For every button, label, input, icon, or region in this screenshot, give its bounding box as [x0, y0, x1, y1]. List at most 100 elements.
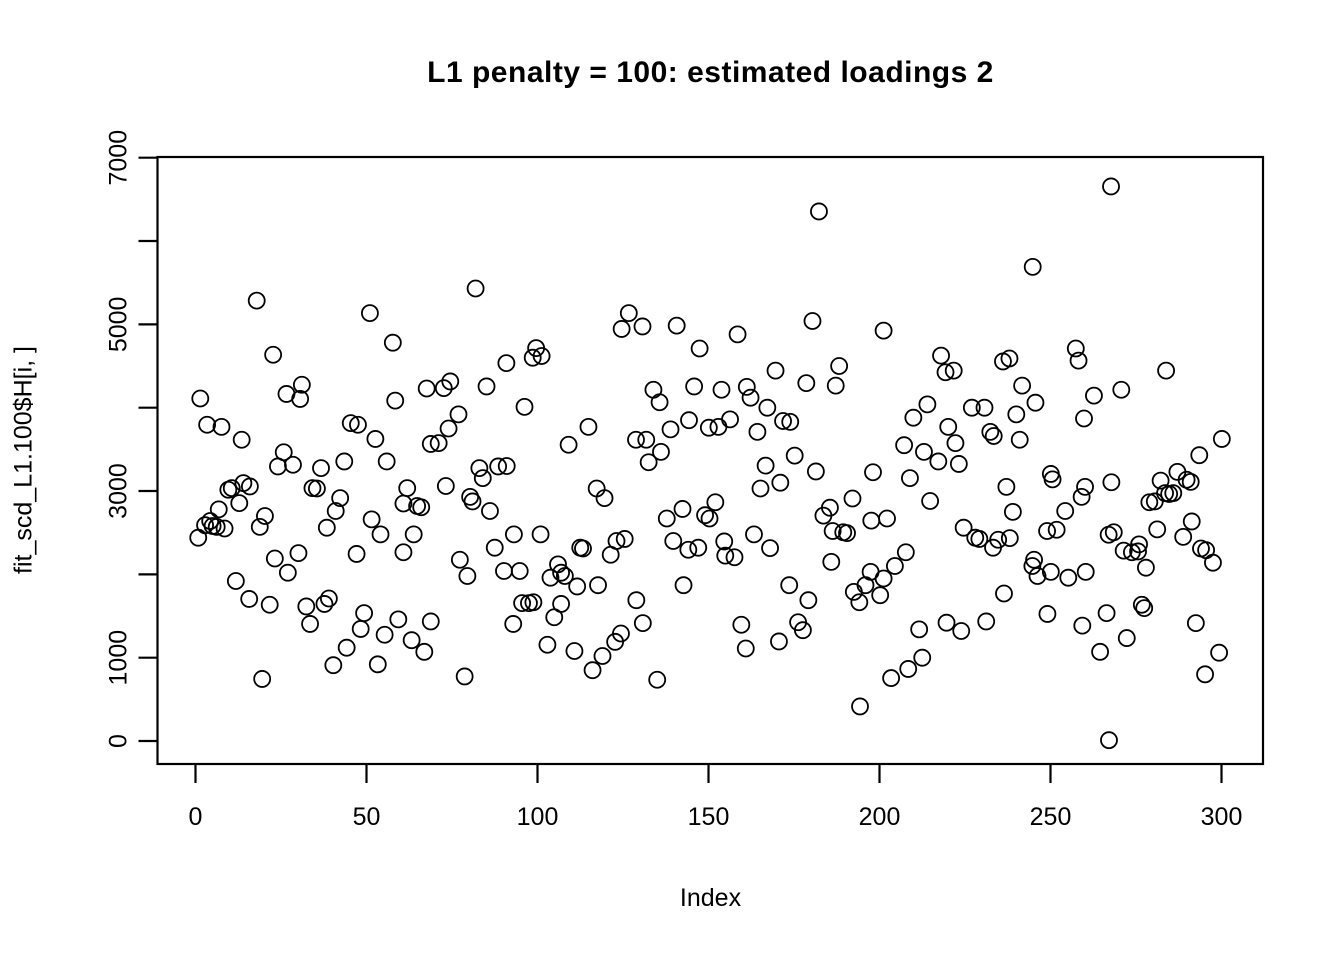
scatter-point [1204, 553, 1222, 572]
scatter-point [450, 550, 469, 569]
scatter-point [555, 567, 574, 585]
scatter-point [1076, 562, 1095, 581]
scatter-point [289, 544, 308, 562]
scatter-point [212, 417, 231, 436]
scatter-point [1181, 472, 1200, 491]
scatter-point [1151, 471, 1170, 490]
scatter-point [377, 452, 396, 471]
scatter-point [1164, 484, 1183, 502]
scatter-point [1174, 527, 1193, 546]
scatter-point [949, 455, 968, 473]
y-tick-label: 0 [105, 734, 133, 748]
scatter-point [347, 545, 366, 563]
scatter-point [952, 622, 971, 640]
scatter-point [402, 631, 421, 650]
scatter-point [421, 612, 440, 631]
scatter-point [970, 530, 989, 548]
scatter-point [1026, 393, 1045, 412]
scatter-point [1137, 558, 1155, 577]
scatter-point [939, 417, 958, 436]
scatter-point [291, 390, 310, 408]
scatter-point [975, 398, 994, 417]
scatter-point [559, 435, 578, 454]
scatter-point [994, 352, 1012, 371]
scatter-point [932, 346, 950, 365]
x-axis-title: Index [679, 884, 742, 912]
scatter-point [921, 492, 940, 510]
scatter-point [913, 648, 932, 667]
scatter-point [946, 434, 965, 452]
scatter-point [1102, 177, 1120, 196]
scatter-point [470, 459, 489, 477]
scatter-point [850, 593, 869, 612]
scatter-point [312, 459, 330, 477]
scatter-point [1100, 731, 1118, 750]
scatter-point [1186, 614, 1205, 632]
scatter-point [1210, 643, 1229, 662]
scatter-point [826, 376, 845, 395]
scatter-point [785, 446, 804, 465]
scatter-point [1047, 520, 1066, 539]
scatter-point [434, 379, 453, 397]
scatter-point [538, 635, 557, 654]
scatter-point [680, 411, 698, 430]
scatter-point [1212, 430, 1231, 448]
scatter-point [389, 610, 408, 629]
scatter-point [1114, 541, 1133, 560]
scatter-point [574, 539, 592, 558]
scatter-point [371, 525, 390, 544]
scatter-point [189, 528, 208, 547]
y-tick-label: 7000 [105, 130, 133, 186]
scatter-point [485, 538, 504, 557]
scatter-point [715, 532, 734, 551]
scatter-point [232, 430, 251, 449]
scatter-point [612, 320, 631, 338]
scatter-point [1072, 487, 1091, 506]
scatter-point [583, 661, 602, 680]
scatter-point [394, 543, 413, 562]
scatter-point [250, 517, 269, 536]
scatter-point [489, 457, 508, 476]
scatter-point [341, 414, 360, 432]
scatter-point [421, 435, 440, 453]
scatter-point [673, 500, 692, 518]
y-tick-label: 1000 [105, 630, 133, 686]
scatter-point [368, 655, 387, 674]
scatter-point [1059, 568, 1078, 587]
scatter-point [349, 415, 367, 434]
scatter-point [712, 380, 731, 399]
scatter-point [1007, 405, 1026, 424]
scatter-point [637, 430, 656, 449]
scatter-point [284, 455, 302, 474]
scatter-point [1129, 542, 1147, 561]
scatter-point [878, 509, 896, 528]
scatter-point [355, 604, 374, 622]
scatter-point [593, 647, 612, 665]
scatter-point [531, 525, 550, 544]
scatter-point [864, 463, 882, 482]
scatter-point [278, 563, 297, 582]
scatter-point [292, 375, 311, 394]
scatter-point [1157, 361, 1175, 380]
scatter-point [814, 506, 833, 525]
scatter-point [657, 509, 676, 528]
scatter-point [436, 477, 455, 495]
scatter-point [806, 462, 825, 481]
scatter-point [882, 669, 901, 687]
scatter-point [984, 538, 1002, 557]
scatter-point [1135, 599, 1154, 617]
scatter-point [1066, 339, 1085, 358]
scatter-point [895, 436, 914, 455]
scatter-point [565, 642, 584, 660]
scatter-point [904, 408, 923, 427]
scatter-point [981, 422, 1000, 441]
scatter-point [732, 615, 751, 634]
scatter-point [1023, 557, 1042, 575]
scatter-point [383, 333, 402, 352]
scatter-point [770, 632, 788, 651]
scatter-point [253, 670, 272, 688]
x-tick-label: 250 [1030, 803, 1072, 831]
y-tick-label: 3000 [105, 463, 133, 519]
scatter-point [1075, 409, 1093, 428]
scatter-point [736, 639, 755, 658]
